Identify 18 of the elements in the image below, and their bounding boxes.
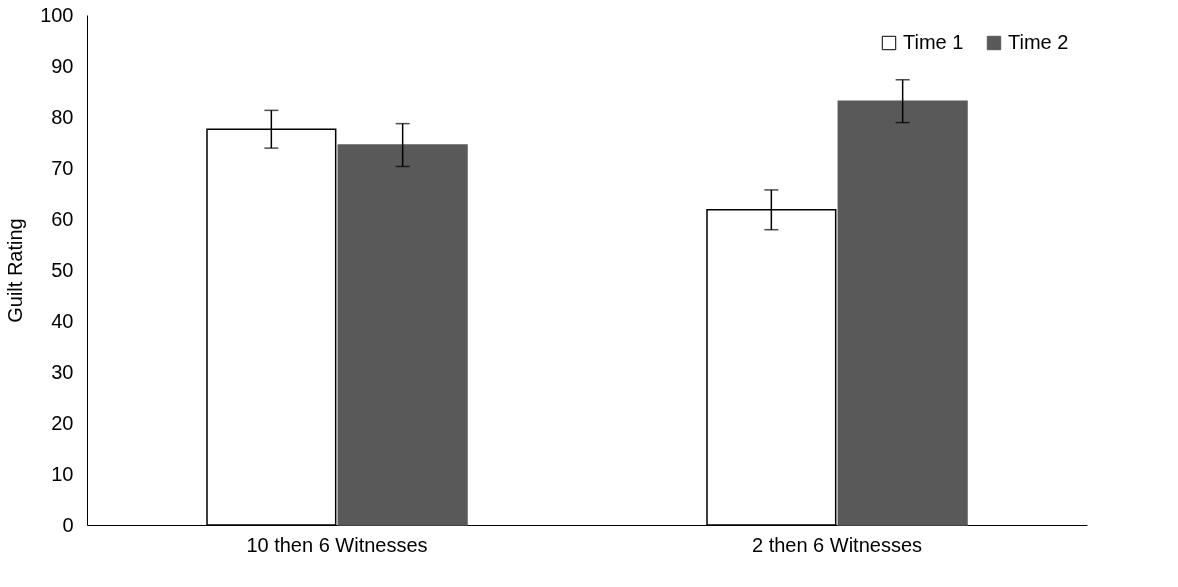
y-tick-label: 70 (51, 156, 74, 179)
y-tick-label: 60 (51, 207, 74, 230)
bar (337, 144, 468, 526)
y-tick-label: 30 (51, 360, 74, 383)
x-tick-label: 2 then 6 Witnesses (751, 533, 923, 556)
bar (837, 100, 968, 526)
y-tick-label: 0 (62, 513, 74, 536)
y-tick-label: 50 (51, 258, 74, 281)
y-tick-label: 80 (51, 105, 74, 128)
y-tick-label: 10 (51, 462, 74, 485)
y-tick-label: 90 (51, 54, 74, 77)
y-axis-title: Guilt Rating (4, 218, 27, 323)
y-tick-label: 100 (40, 3, 74, 26)
y-tick-label: 40 (51, 309, 74, 332)
y-tick-label: 20 (51, 411, 74, 434)
x-tick-label: 10 then 6 Witnesses (246, 533, 428, 556)
legend-label: Time 1 (903, 31, 964, 53)
legend-label: Time 2 (1008, 31, 1069, 53)
